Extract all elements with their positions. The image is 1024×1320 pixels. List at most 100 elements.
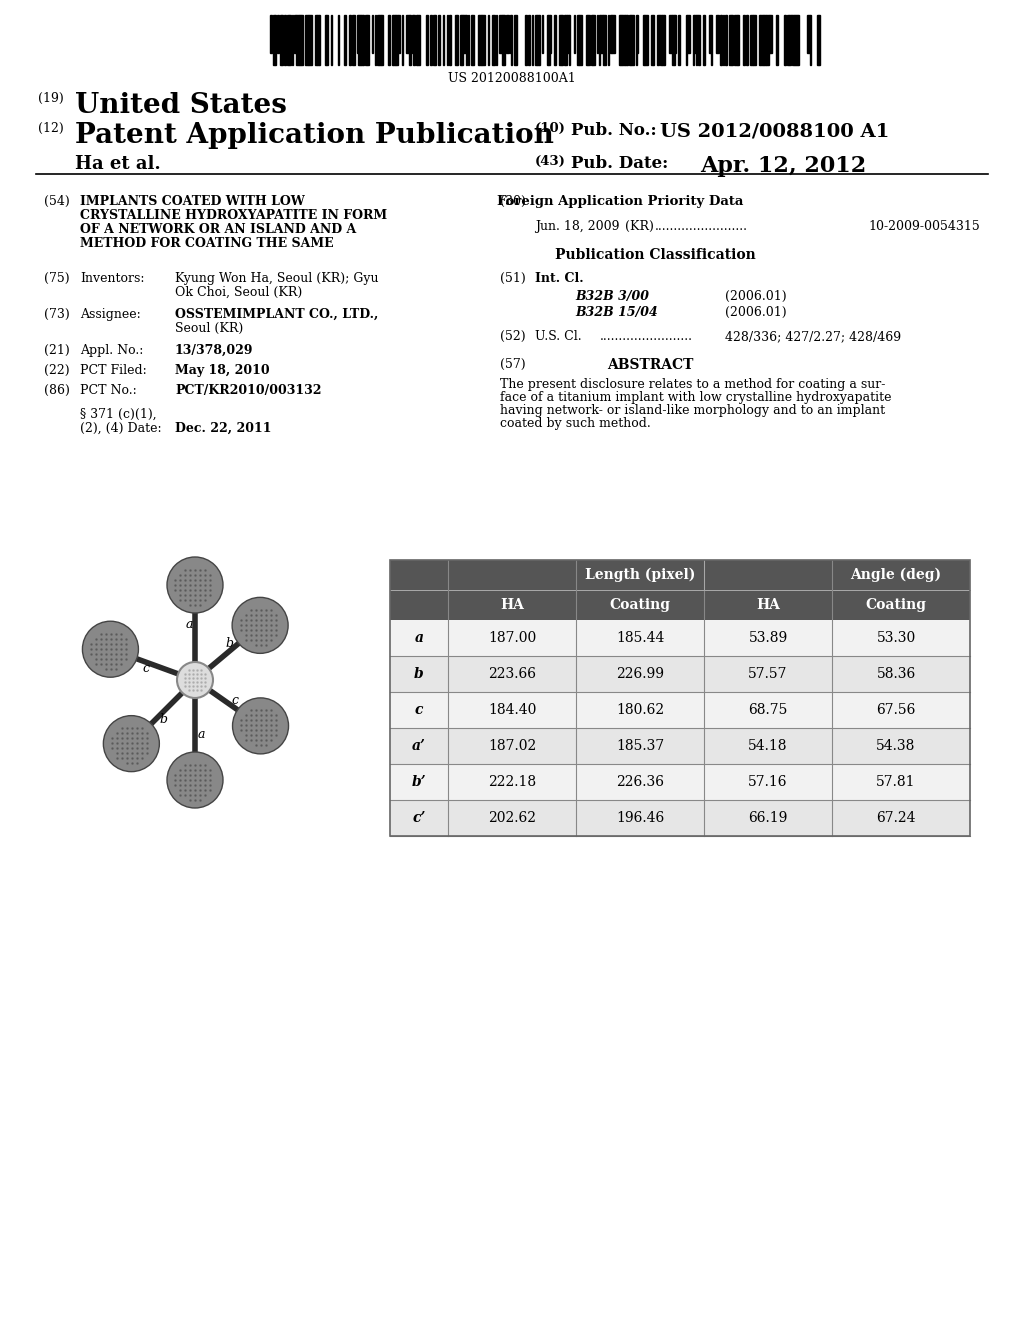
Bar [296,15,299,65]
Bar [426,15,428,65]
Text: ABSTRACT: ABSTRACT [607,358,693,372]
Bar [317,15,319,65]
Ellipse shape [232,598,288,653]
Ellipse shape [177,663,213,698]
Bar [365,15,367,65]
Text: (30): (30) [500,195,526,209]
Text: METHOD FOR COATING THE SAME: METHOD FOR COATING THE SAME [80,238,334,249]
Text: US 2012/0088100 A1: US 2012/0088100 A1 [660,121,890,140]
Text: (2006.01): (2006.01) [725,306,786,319]
Bar [535,15,537,65]
Bar [678,15,680,65]
Text: Publication Classification: Publication Classification [555,248,756,261]
Bar [743,15,745,65]
Text: Length (pixel): Length (pixel) [585,568,695,582]
Text: (KR): (KR) [625,220,654,234]
Text: Pub. Date:: Pub. Date: [571,154,669,172]
Bar [766,15,769,65]
Text: a: a [198,729,205,742]
Text: Seoul (KR): Seoul (KR) [175,322,244,335]
Bar [577,15,579,65]
Text: 57.57: 57.57 [749,667,787,681]
Text: Pub. No.:: Pub. No.: [571,121,656,139]
Text: 187.02: 187.02 [487,739,537,752]
Ellipse shape [232,698,289,754]
Bar [612,15,615,53]
Text: 10-2009-0054315: 10-2009-0054315 [868,220,980,234]
Text: Assignee:: Assignee: [80,308,140,321]
Text: b’: b’ [412,775,426,789]
Text: HA: HA [756,598,780,612]
Text: 53.89: 53.89 [749,631,787,645]
Text: Int. Cl.: Int. Cl. [535,272,584,285]
Text: 184.40: 184.40 [487,704,537,717]
Text: (57): (57) [500,358,525,371]
Text: Coating: Coating [609,598,671,612]
Text: Ha et al.: Ha et al. [75,154,161,173]
Text: Inventors:: Inventors: [80,272,144,285]
Text: 13/378,029: 13/378,029 [175,345,254,356]
Ellipse shape [167,557,223,612]
Text: 202.62: 202.62 [488,810,536,825]
Bar [396,15,398,65]
Text: B32B 15/04: B32B 15/04 [575,306,657,319]
Bar [662,15,664,65]
Bar [734,15,737,65]
Text: 187.00: 187.00 [487,631,537,645]
Text: a: a [185,619,193,631]
Text: ........................: ........................ [600,330,693,343]
Bar [537,15,539,65]
Bar [398,15,400,53]
Bar [472,15,474,65]
Text: 223.66: 223.66 [488,667,536,681]
Text: (75): (75) [44,272,70,285]
Text: having network- or island-like morphology and to an implant: having network- or island-like morpholog… [500,404,885,417]
Bar [698,15,700,65]
Text: (12): (12) [38,121,63,135]
Text: PCT Filed:: PCT Filed: [80,364,146,378]
Text: The present disclosure relates to a method for coating a sur-: The present disclosure relates to a meth… [500,378,886,391]
Text: c: c [231,694,239,708]
Text: 67.24: 67.24 [877,810,915,825]
Bar [326,15,328,65]
Bar [479,15,481,65]
Bar [600,15,603,53]
Bar [565,15,567,65]
Bar [284,15,286,65]
Bar [278,15,279,53]
Bar [433,15,435,65]
Text: b: b [414,667,424,681]
Bar [361,15,362,65]
Bar [289,15,291,65]
Bar [305,15,308,65]
Bar [463,15,466,53]
Bar [687,15,690,53]
Bar [390,656,970,692]
Bar [273,15,275,65]
Text: PCT/KR2010/003132: PCT/KR2010/003132 [175,384,322,397]
Bar [760,15,763,65]
Bar [593,15,595,65]
Bar [645,15,648,65]
Bar [750,15,753,65]
Ellipse shape [82,622,138,677]
Bar [657,15,659,65]
Bar [393,15,395,65]
Bar [528,15,530,65]
Bar [716,15,719,53]
Bar [790,15,791,65]
Bar [309,15,312,65]
Bar [381,15,383,65]
Ellipse shape [103,715,160,772]
Text: 54.38: 54.38 [877,739,915,752]
Bar [506,15,509,53]
Text: 222.18: 222.18 [488,775,536,789]
Text: 428/336; 427/2.27; 428/469: 428/336; 427/2.27; 428/469 [725,330,901,343]
Text: 57.81: 57.81 [877,775,915,789]
Text: c: c [142,663,150,675]
Bar [525,15,527,65]
Text: 66.19: 66.19 [749,810,787,825]
Text: Angle (deg): Angle (deg) [851,568,941,582]
Bar [631,15,634,65]
Bar [390,620,970,656]
